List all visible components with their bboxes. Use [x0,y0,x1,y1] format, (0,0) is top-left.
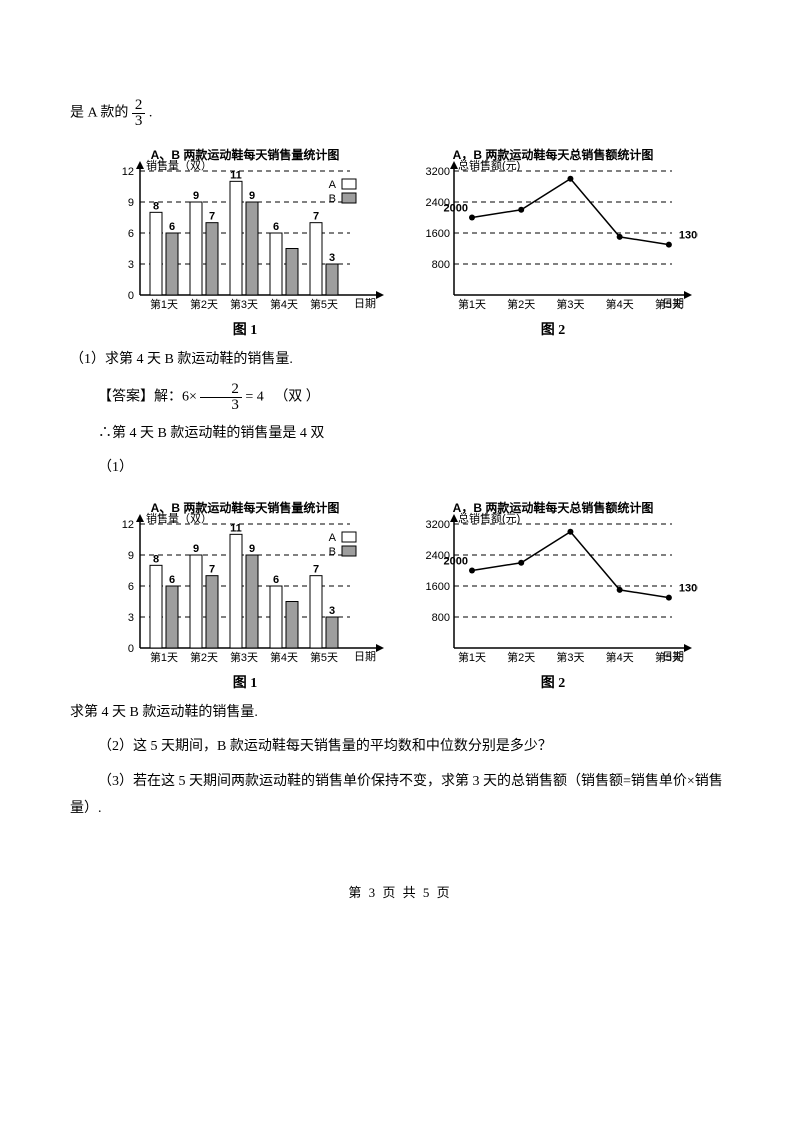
svg-text:A: A [329,532,337,544]
svg-text:6: 6 [273,574,279,586]
svg-text:第1天: 第1天 [458,650,486,664]
svg-text:6: 6 [128,228,134,240]
svg-text:3: 3 [128,259,134,271]
svg-text:第3天: 第3天 [556,297,584,311]
svg-text:11: 11 [230,169,242,181]
page: 是 A 款的 23 . A、B 两款运动鞋每天销售量统计图036912销售量（双… [0,0,800,931]
svg-text:800: 800 [432,259,450,271]
svg-text:7: 7 [209,211,215,223]
svg-text:第4天: 第4天 [270,297,298,311]
answer-conc: ∴第 4 天 B 款运动鞋的销售量是 4 双 [70,421,730,448]
svg-text:第4天: 第4天 [270,650,298,664]
svg-text:第3天: 第3天 [556,650,584,664]
svg-text:总销售额(元): 总销售额(元) [458,158,520,172]
question-2: （2）这 5 天期间，B 款运动鞋每天销售量的平均数和中位数分别是多少？ [70,734,730,761]
svg-text:第2天: 第2天 [190,297,218,311]
svg-text:3200: 3200 [426,519,450,531]
svg-text:9: 9 [193,543,199,555]
svg-text:12: 12 [122,166,134,178]
svg-text:9: 9 [193,190,199,202]
svg-text:第4天: 第4天 [606,297,634,311]
svg-text:第5天: 第5天 [655,650,683,664]
svg-text:销售量（双）: 销售量（双） [146,511,212,525]
marker: （1） [70,455,730,482]
fraction-2-3: 23 [132,98,146,129]
eq4: = 4 [245,389,270,404]
bar-chart-2: A、B 两款运动鞋每天销售量统计图036912销售量（双）日期AB86第1天97… [100,500,390,692]
svg-text:8: 8 [153,200,159,212]
svg-text:6: 6 [169,574,175,586]
svg-text:7: 7 [313,211,319,223]
svg-text:9: 9 [249,543,255,555]
ans-post: （双 ） [274,389,320,404]
svg-text:第5天: 第5天 [655,297,683,311]
figure-row-2: A、B 两款运动鞋每天销售量统计图036912销售量（双）日期AB86第1天97… [100,500,730,692]
svg-text:1300: 1300 [679,582,698,594]
line-chart-2: A，B 两款运动鞋每天总销售额统计图800160024003200总销售额(元)… [408,500,698,692]
svg-text:6: 6 [128,581,134,593]
svg-text:第4天: 第4天 [606,650,634,664]
answer: 【答案】解：6× 23 = 4 （双 ） [70,382,730,413]
svg-text:2000: 2000 [444,555,468,567]
svg-text:第1天: 第1天 [150,650,178,664]
svg-text:2000: 2000 [444,203,468,215]
svg-text:9: 9 [249,190,255,202]
svg-text:0: 0 [128,643,134,655]
line-chart-svg: A，B 两款运动鞋每天总销售额统计图800160024003200总销售额(元)… [408,500,698,670]
svg-text:7: 7 [313,563,319,575]
svg-text:0: 0 [128,290,134,302]
line-chart-svg: A，B 两款运动鞋每天总销售额统计图800160024003200总销售额(元)… [408,147,698,317]
svg-text:第1天: 第1天 [150,297,178,311]
svg-text:第3天: 第3天 [230,297,258,311]
intro-t1: 是 A 款的 [70,106,128,121]
caption-bar-2: 图 1 [233,672,258,692]
svg-text:11: 11 [230,522,242,534]
svg-text:3: 3 [329,252,335,264]
svg-text:B: B [329,546,336,558]
question-1-repeat: 求第 4 天 B 款运动鞋的销售量. [70,700,730,727]
caption-bar-1: 图 1 [233,319,258,339]
svg-text:日期: 日期 [354,297,376,310]
caption-line-1: 图 2 [541,319,566,339]
svg-text:第5天: 第5天 [310,297,338,311]
line-chart-1: A，B 两款运动鞋每天总销售额统计图800160024003200总销售额(元)… [408,147,698,339]
svg-text:3: 3 [329,605,335,617]
svg-text:9: 9 [128,197,134,209]
svg-text:销售量（双）: 销售量（双） [146,158,212,172]
caption-line-2: 图 2 [541,672,566,692]
svg-text:12: 12 [122,519,134,531]
question-1: （1）求第 4 天 B 款运动鞋的销售量. [70,347,730,374]
svg-text:总销售额(元): 总销售额(元) [458,511,520,525]
ans-pre: 【答案】解：6× [98,389,197,404]
svg-text:3: 3 [128,612,134,624]
svg-text:第2天: 第2天 [507,297,535,311]
svg-text:3200: 3200 [426,166,450,178]
svg-text:6: 6 [169,221,175,233]
page-footer: 第 3 页 共 5 页 [70,882,730,901]
bar-chart-svg: A、B 两款运动鞋每天销售量统计图036912销售量（双）日期AB86第1天97… [100,500,390,670]
svg-text:第2天: 第2天 [190,650,218,664]
svg-text:第2天: 第2天 [507,650,535,664]
svg-text:1300: 1300 [679,230,698,242]
svg-text:8: 8 [153,553,159,565]
svg-text:A: A [329,179,337,191]
svg-text:9: 9 [128,550,134,562]
svg-text:B: B [329,193,336,205]
bar-chart-1: A、B 两款运动鞋每天销售量统计图036912销售量（双）日期AB86第1天97… [100,147,390,339]
svg-text:第5天: 第5天 [310,650,338,664]
svg-text:7: 7 [209,563,215,575]
svg-text:1600: 1600 [426,581,450,593]
svg-text:日期: 日期 [354,650,376,663]
question-3: （3）若在这 5 天期间两款运动鞋的销售单价保持不变，求第 3 天的总销售额（销… [70,769,730,822]
svg-text:800: 800 [432,612,450,624]
figure-row-1: A、B 两款运动鞋每天销售量统计图036912销售量（双）日期AB86第1天97… [100,147,730,339]
svg-text:1600: 1600 [426,228,450,240]
svg-text:第1天: 第1天 [458,297,486,311]
svg-text:第3天: 第3天 [230,650,258,664]
fraction-2-3-eq: 23 [200,382,242,413]
intro-t2: . [149,106,153,121]
intro: 是 A 款的 23 . [70,98,730,129]
bar-chart-svg: A、B 两款运动鞋每天销售量统计图036912销售量（双）日期AB86第1天97… [100,147,390,317]
svg-text:6: 6 [273,221,279,233]
